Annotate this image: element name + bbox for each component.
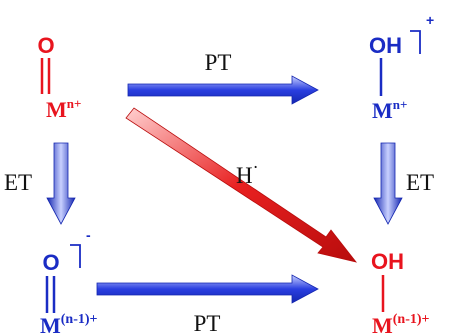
h-atom-label: H bbox=[236, 163, 253, 188]
arrow-down-icon bbox=[373, 142, 403, 225]
metal-charge: n+ bbox=[67, 96, 82, 111]
hydroxo-ligand-label: OH bbox=[371, 249, 404, 274]
metal-charge: n+ bbox=[393, 97, 408, 112]
metal-symbol: M bbox=[372, 98, 393, 123]
metal-label: M(n-1)+ bbox=[40, 312, 98, 335]
metal-symbol: M bbox=[372, 313, 393, 335]
metal-charge: (n-1)+ bbox=[393, 312, 430, 327]
arrow-bottom-pt: PT bbox=[96, 274, 319, 335]
species-top-left: O Mn+ bbox=[37, 33, 81, 122]
radical-dot: · bbox=[253, 157, 259, 177]
metal-charge: (n-1)+ bbox=[61, 312, 98, 327]
bracket bbox=[70, 244, 81, 268]
arrow-label: ET bbox=[4, 170, 32, 195]
arrow-right-icon bbox=[127, 75, 319, 105]
metal-symbol: M bbox=[40, 313, 61, 335]
arrow-top-pt: PT bbox=[127, 50, 319, 105]
arrow-right-et: ET bbox=[373, 142, 434, 225]
metal-label: M(n-1)+ bbox=[372, 312, 430, 335]
oxo-ligand-label: O bbox=[37, 33, 54, 58]
arrow-label: H· bbox=[236, 157, 259, 188]
species-bottom-left: O - M(n-1)+ bbox=[40, 227, 98, 335]
overall-charge: + bbox=[426, 12, 434, 28]
arrow-label: PT bbox=[205, 50, 232, 75]
arrow-diagonal-h: H· bbox=[125, 107, 358, 263]
arrow-down-icon bbox=[46, 142, 76, 225]
arrow-right-icon bbox=[96, 274, 319, 304]
oxo-ligand-label: O bbox=[42, 250, 59, 275]
hydroxo-ligand-label: OH bbox=[369, 33, 402, 58]
metal-label: Mn+ bbox=[46, 96, 81, 122]
arrow-diagonal-icon bbox=[125, 107, 358, 263]
species-top-right: OH + Mn+ bbox=[369, 12, 434, 123]
bracket bbox=[410, 30, 421, 54]
metal-label: Mn+ bbox=[372, 97, 407, 123]
species-bottom-right: OH M(n-1)+ bbox=[371, 249, 430, 335]
arrow-label: PT bbox=[194, 311, 221, 335]
arrow-left-et: ET bbox=[4, 142, 76, 225]
overall-charge: - bbox=[86, 227, 91, 243]
arrow-label: ET bbox=[406, 170, 434, 195]
metal-symbol: M bbox=[46, 97, 67, 122]
